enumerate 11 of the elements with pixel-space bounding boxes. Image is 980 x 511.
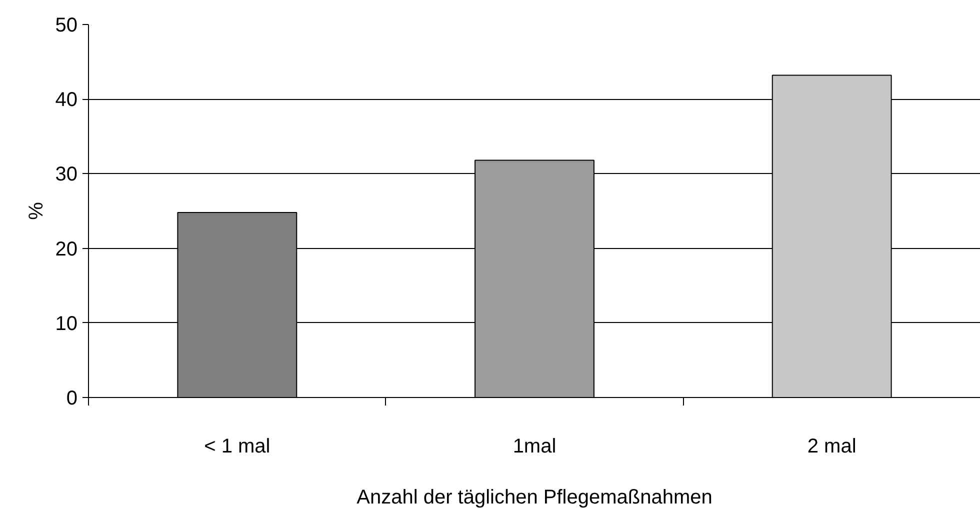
y-tick-label: 20 [55, 238, 78, 260]
y-tick-label: 40 [55, 89, 78, 112]
y-tick-label: 10 [55, 312, 78, 335]
y-tick-label: 30 [55, 164, 78, 186]
y-axis-title: % [25, 202, 48, 220]
y-tick-label: 50 [55, 14, 78, 36]
y-tick-label: 0 [66, 388, 78, 410]
x-tick-label: 2 mal [807, 436, 856, 458]
x-tick-label: 1mal [512, 436, 556, 458]
x-axis-title: Anzahl der täglichen Pflegemaßnahmen [356, 486, 712, 508]
x-tick-label: < 1 mal [204, 436, 270, 458]
